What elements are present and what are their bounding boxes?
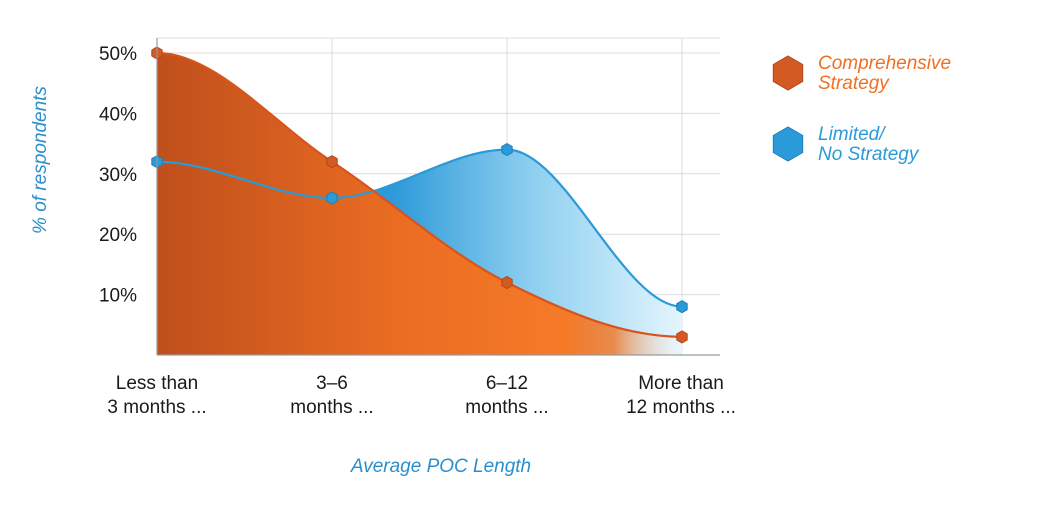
x-tick-label: More than [638,373,724,394]
x-tick-label: Less than [116,373,198,394]
y-tick-label: 50% [99,44,137,65]
legend-swatch-limited [772,126,804,162]
legend-label-limited: Limited/ [818,124,886,145]
x-tick-label: 3–6 [316,373,348,394]
line-comprehensive [156,51,683,338]
marker-limited-3 [676,300,688,314]
legend-label-limited: No Strategy [818,144,920,165]
x-tick-label: 12 months ... [626,397,736,418]
x-axis-title: Average POC Length [350,456,531,477]
x-tick-label: months ... [465,397,548,418]
legend-swatch-comprehensive [772,55,804,91]
y-tick-label: 20% [99,225,137,246]
y-tick-label: 10% [99,286,137,307]
marker-comprehensive-1 [326,155,338,169]
line-limited [156,148,683,308]
marker-comprehensive-3 [676,330,688,344]
marker-limited-2 [501,143,513,157]
x-tick-label: months ... [290,397,373,418]
marker-limited-1 [326,191,338,205]
y-tick-label: 40% [99,104,137,125]
x-tick-label: 6–12 [486,373,528,394]
y-axis-title: % of respondents [30,86,51,234]
legend-label-comprehensive: Strategy [818,73,890,94]
marker-comprehensive-2 [501,275,513,290]
area-comprehensive [157,53,682,355]
y-tick-label: 30% [99,165,137,186]
x-tick-label: 3 months ... [107,397,206,418]
legend-label-comprehensive: Comprehensive [818,53,951,74]
